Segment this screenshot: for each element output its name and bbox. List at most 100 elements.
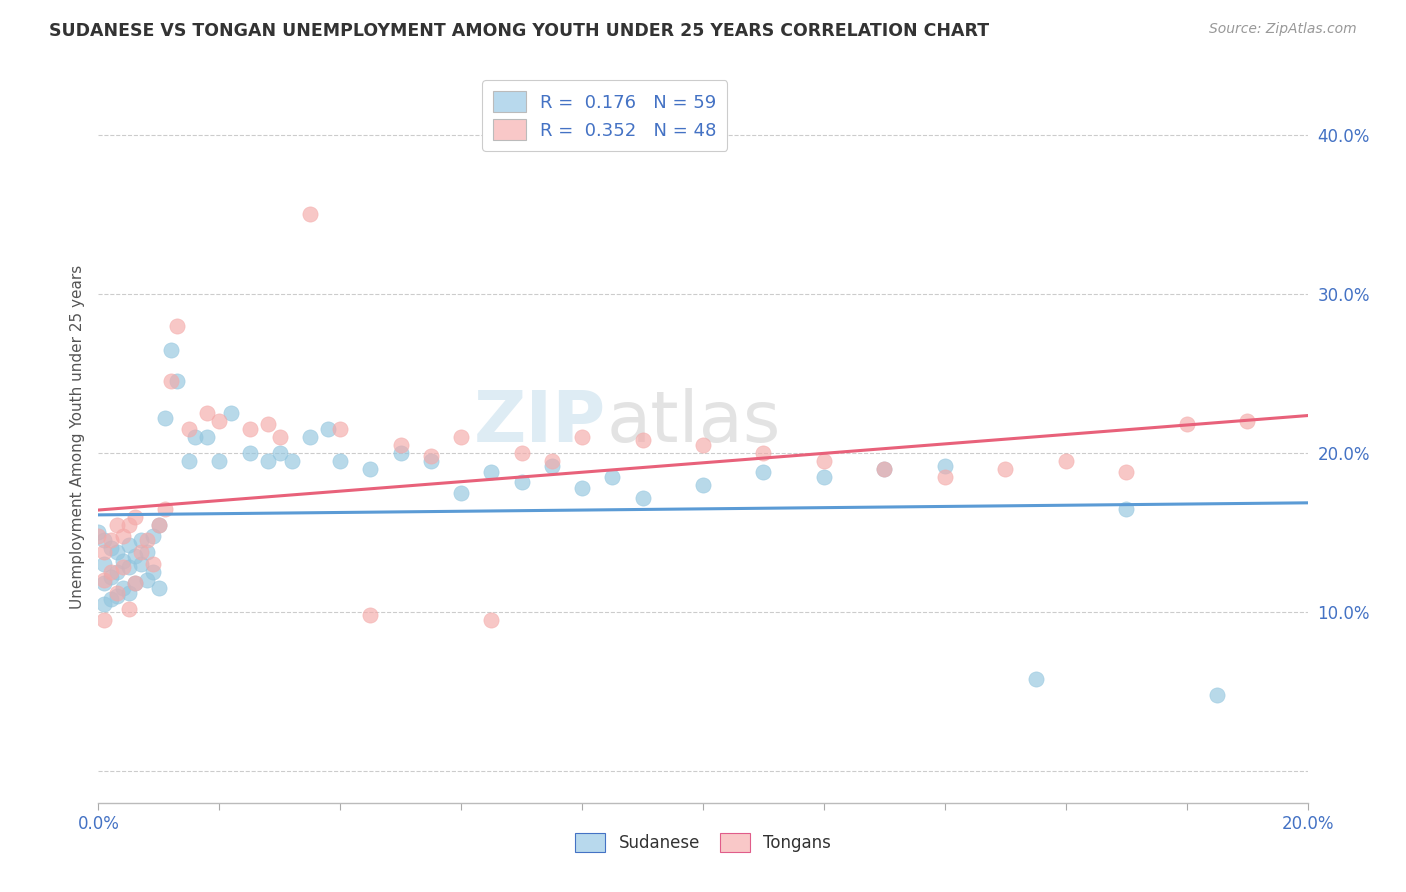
- Point: [256, 417, 278, 432]
- Point: [450, 430, 472, 444]
- Point: [571, 481, 593, 495]
- Point: [631, 434, 654, 448]
- Point: [166, 318, 188, 333]
- Point: [111, 581, 134, 595]
- Point: [124, 549, 146, 564]
- Point: [100, 592, 122, 607]
- Point: [118, 560, 141, 574]
- Point: [934, 458, 956, 473]
- Point: [111, 529, 134, 543]
- Point: [153, 501, 176, 516]
- Text: atlas: atlas: [606, 388, 780, 457]
- Point: [934, 470, 956, 484]
- Point: [571, 430, 593, 444]
- Point: [118, 586, 141, 600]
- Point: [873, 462, 896, 476]
- Point: [1024, 672, 1046, 686]
- Point: [450, 485, 472, 500]
- Point: [752, 465, 775, 479]
- Y-axis label: Unemployment Among Youth under 25 years: Unemployment Among Youth under 25 years: [69, 265, 84, 609]
- Point: [540, 454, 562, 468]
- Point: [105, 517, 128, 532]
- Point: [148, 581, 170, 595]
- Point: [316, 422, 339, 436]
- Point: [208, 454, 231, 468]
- Point: [93, 597, 115, 611]
- Point: [873, 462, 896, 476]
- Point: [129, 544, 152, 558]
- Point: [1236, 414, 1258, 428]
- Point: [135, 533, 157, 548]
- Point: [105, 544, 128, 558]
- Point: [179, 422, 201, 436]
- Point: [813, 470, 835, 484]
- Point: [1115, 465, 1137, 479]
- Point: [93, 613, 115, 627]
- Point: [118, 538, 141, 552]
- Text: SUDANESE VS TONGAN UNEMPLOYMENT AMONG YOUTH UNDER 25 YEARS CORRELATION CHART: SUDANESE VS TONGAN UNEMPLOYMENT AMONG YO…: [49, 22, 990, 40]
- Point: [118, 517, 141, 532]
- Point: [105, 589, 128, 603]
- Point: [540, 458, 562, 473]
- Point: [752, 446, 775, 460]
- Point: [1115, 501, 1137, 516]
- Point: [239, 446, 262, 460]
- Point: [256, 454, 278, 468]
- Point: [1206, 688, 1229, 702]
- Point: [481, 465, 503, 479]
- Point: [329, 422, 352, 436]
- Legend: Sudanese, Tongans: Sudanese, Tongans: [567, 824, 839, 860]
- Point: [142, 566, 165, 580]
- Point: [420, 449, 443, 463]
- Point: [195, 430, 218, 444]
- Point: [510, 475, 533, 489]
- Point: [100, 541, 122, 556]
- Point: [420, 454, 443, 468]
- Point: [129, 533, 152, 548]
- Point: [208, 414, 231, 428]
- Point: [93, 544, 115, 558]
- Point: [360, 462, 382, 476]
- Point: [481, 613, 503, 627]
- Point: [135, 544, 157, 558]
- Point: [602, 470, 624, 484]
- Point: [269, 446, 291, 460]
- Point: [389, 446, 412, 460]
- Point: [111, 554, 134, 568]
- Text: ZIP: ZIP: [474, 388, 606, 457]
- Point: [692, 477, 714, 491]
- Point: [93, 533, 115, 548]
- Point: [124, 576, 146, 591]
- Point: [631, 491, 654, 505]
- Point: [93, 558, 115, 572]
- Point: [221, 406, 243, 420]
- Point: [129, 558, 152, 572]
- Point: [994, 462, 1017, 476]
- Point: [87, 525, 110, 540]
- Point: [93, 573, 115, 587]
- Point: [179, 454, 201, 468]
- Point: [813, 454, 835, 468]
- Point: [1175, 417, 1198, 432]
- Point: [87, 529, 110, 543]
- Point: [160, 343, 183, 357]
- Point: [124, 509, 146, 524]
- Point: [299, 430, 322, 444]
- Point: [111, 560, 134, 574]
- Point: [148, 517, 170, 532]
- Point: [166, 375, 188, 389]
- Point: [360, 608, 382, 623]
- Point: [105, 586, 128, 600]
- Point: [142, 529, 165, 543]
- Point: [124, 576, 146, 591]
- Point: [148, 517, 170, 532]
- Point: [692, 438, 714, 452]
- Point: [105, 566, 128, 580]
- Point: [269, 430, 291, 444]
- Point: [135, 573, 157, 587]
- Point: [389, 438, 412, 452]
- Point: [510, 446, 533, 460]
- Point: [100, 533, 122, 548]
- Point: [195, 406, 218, 420]
- Point: [160, 375, 183, 389]
